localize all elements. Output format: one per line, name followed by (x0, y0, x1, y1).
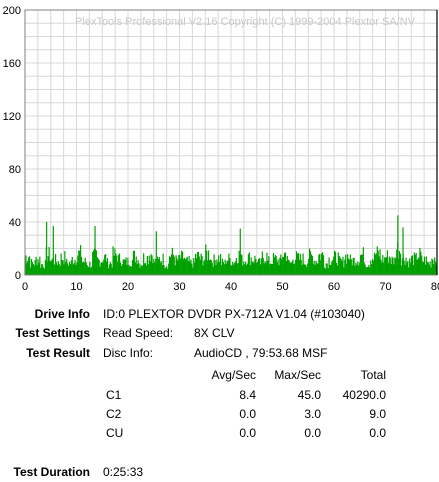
header-max: Max/Sec (274, 368, 321, 382)
row-cu-name: CU (106, 426, 124, 440)
y-tick-label: 160 (3, 58, 21, 70)
disc-info-value: AudioCD , 79:53.68 MSF (194, 346, 328, 360)
row-c2-total: 9.0 (369, 407, 386, 421)
chart-watermark: PlexTools Professional V2.16 Copyright (… (75, 16, 416, 28)
y-tick-label: 80 (9, 164, 21, 176)
row-c1-name: C1 (106, 388, 122, 402)
header-avg: Avg/Sec (211, 368, 256, 382)
x-tick-label: 70 (379, 281, 391, 293)
x-tick-label: 50 (276, 281, 288, 293)
row-cu-avg: 0.0 (239, 426, 256, 440)
read-speed-label: Read Speed: (103, 326, 174, 340)
x-tick-label: 20 (122, 281, 134, 293)
test-duration-value: 0:25:33 (103, 465, 144, 479)
row-c1-total: 40290.0 (342, 388, 386, 402)
y-tick-label: 40 (9, 217, 21, 229)
y-tick-label: 0 (15, 270, 21, 282)
chart-axes: 0 40 80 120 160 200 0 10 20 30 40 50 60 70 80 (3, 5, 439, 293)
x-tick-label: 40 (225, 281, 237, 293)
x-tick-label: 0 (22, 281, 28, 293)
row-c1-max: 45.0 (297, 388, 321, 402)
row-cu-total: 0.0 (369, 426, 386, 440)
test-settings-label: Test Settings (15, 326, 90, 340)
x-tick-label: 60 (328, 281, 340, 293)
chart-canvas: 0 40 80 120 160 200 0 10 20 30 40 50 60 70 80 PlexTool… (3, 5, 439, 293)
row-c1-avg: 8.4 (239, 388, 256, 402)
chart-bars (24, 215, 438, 275)
drive-info-value: ID:0 PLEXTOR DVDR PX-712A V1.04 (#103040… (103, 307, 365, 321)
row-c2-avg: 0.0 (239, 407, 256, 421)
test-duration-label: Test Duration (13, 465, 90, 479)
x-tick-label: 80 (431, 281, 439, 293)
row-c2-name: C2 (106, 407, 122, 421)
x-tick-label: 30 (173, 281, 185, 293)
chart-grid (24, 9, 438, 276)
c1-error-chart: 0 40 80 120 160 200 0 10 20 30 40 50 60 70 80 PlexTool… (3, 5, 439, 293)
row-cu-max: 0.0 (304, 426, 321, 440)
y-tick-label: 200 (3, 5, 21, 17)
test-result-label: Test Result (26, 346, 90, 360)
drive-info-label: Drive Info (34, 307, 90, 321)
header-total: Total (360, 368, 386, 382)
row-c2-max: 3.0 (304, 407, 321, 421)
disc-info-label: Disc Info: (103, 346, 154, 360)
y-tick-label: 120 (3, 111, 21, 123)
x-tick-label: 10 (70, 281, 82, 293)
read-speed-value: 8X CLV (194, 326, 235, 340)
